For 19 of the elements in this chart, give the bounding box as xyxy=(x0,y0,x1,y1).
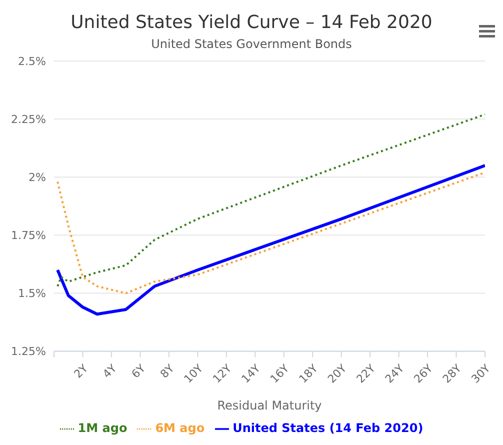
x-tick-label: 8Y xyxy=(158,362,177,381)
x-tick-label: 6Y xyxy=(129,362,148,381)
chart-title: United States Yield Curve – 14 Feb 2020 xyxy=(70,11,434,33)
x-tick-label: 4Y xyxy=(100,362,120,381)
y-tick-label: 2.5% xyxy=(18,54,46,68)
legend-label: United States (14 Feb 2020) xyxy=(232,421,424,436)
y-tick-label: 2.25% xyxy=(11,112,46,126)
x-tick-label: 2Y xyxy=(72,362,91,381)
y-tick-label: 1.75% xyxy=(11,229,46,242)
legend-label: 1M ago xyxy=(78,421,128,436)
line-series xyxy=(56,113,485,288)
line-series xyxy=(56,164,485,316)
chart-subtitle: United States Government Bonds xyxy=(150,37,353,51)
y-tick-label: 1.25% xyxy=(11,345,46,358)
x-axis-title: Residual Maturity xyxy=(217,398,322,412)
legend-label: 6M ago xyxy=(155,421,205,436)
line-series xyxy=(56,171,485,294)
y-tick-label: 2% xyxy=(28,171,46,184)
y-tick-label: 1.5% xyxy=(18,287,46,300)
